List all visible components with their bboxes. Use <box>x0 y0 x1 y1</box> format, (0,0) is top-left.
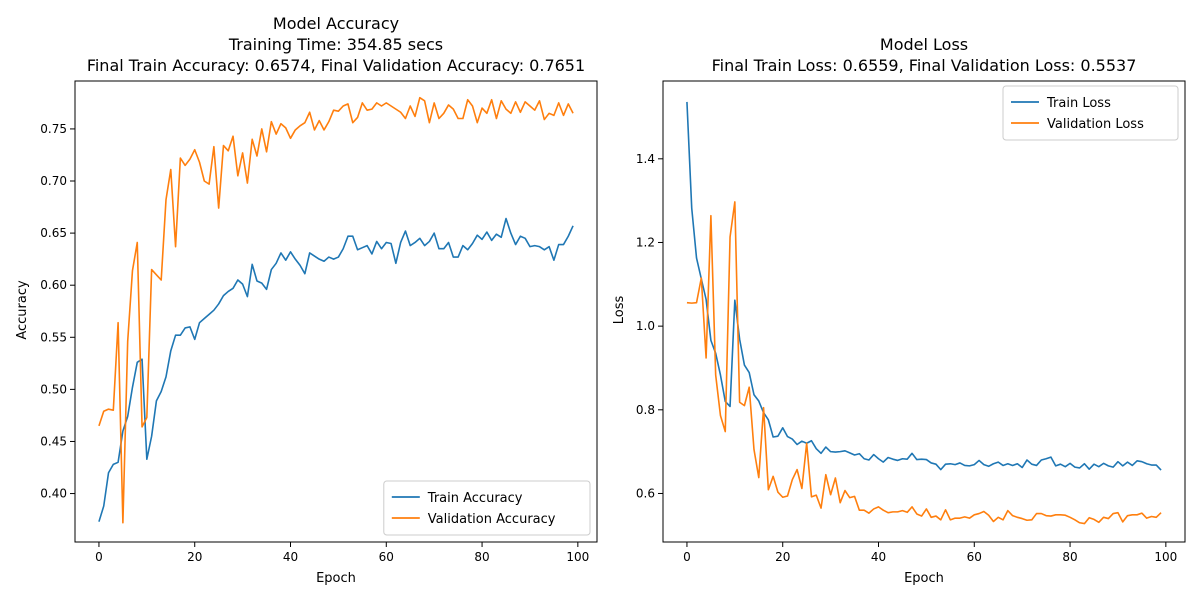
loss-y-tick-label: 1.4 <box>636 152 655 166</box>
accuracy-y-axis-label: Accuracy <box>15 280 30 340</box>
accuracy-plot-area: 0 20 40 60 80 100 0.40 0.45 0.50 0.55 0.60 0.65 0.70… <box>40 80 598 564</box>
loss-legend-label: Validation Loss <box>1047 117 1144 132</box>
loss-legend-box <box>1002 85 1179 141</box>
accuracy-chart: Model Accuracy Training Time: 354.85 sec… <box>15 14 598 586</box>
accuracy-legend: Train Accuracy Validation Accuracy <box>383 480 591 536</box>
loss-x-tick-label: 40 <box>871 550 886 564</box>
loss-y-tick-label: 1.2 <box>636 235 655 249</box>
loss-x-tick-label: 60 <box>967 550 982 564</box>
accuracy-legend-box <box>383 480 591 536</box>
accuracy-series-line-validation <box>98 96 574 524</box>
loss-x-tick-label: 20 <box>775 550 790 564</box>
loss-series-line-train <box>686 101 1162 471</box>
accuracy-x-tick-label: 60 <box>379 550 394 564</box>
accuracy-y-tick-label: 0.70 <box>40 174 67 188</box>
accuracy-y-tick-label: 0.50 <box>40 382 67 396</box>
loss-legend: Train Loss Validation Loss <box>1002 85 1179 141</box>
loss-x-tick-label: 100 <box>1154 550 1177 564</box>
loss-x-tick-label: 80 <box>1062 550 1077 564</box>
accuracy-y-tick-label: 0.40 <box>40 487 67 501</box>
loss-chart-title-line-2: Final Train Loss: 0.6559, Final Validati… <box>712 56 1137 75</box>
accuracy-y-tick-label: 0.45 <box>40 434 67 448</box>
accuracy-legend-label: Train Accuracy <box>427 491 523 506</box>
loss-x-axis-label: Epoch <box>904 571 944 586</box>
accuracy-chart-title-line-1: Model Accuracy <box>273 14 399 33</box>
accuracy-y-tick-label: 0.75 <box>40 122 67 136</box>
accuracy-axes-frame <box>74 80 598 543</box>
accuracy-series-line-train <box>98 217 574 522</box>
accuracy-chart-title-line-3: Final Train Accuracy: 0.6574, Final Vali… <box>87 56 585 75</box>
loss-series-line-validation <box>686 201 1162 525</box>
accuracy-x-tick-label: 0 <box>95 550 103 564</box>
accuracy-y-tick-label: 0.65 <box>40 226 67 240</box>
accuracy-legend-label: Validation Accuracy <box>428 512 556 527</box>
accuracy-x-tick-label: 40 <box>283 550 298 564</box>
loss-axes-frame <box>662 80 1186 543</box>
loss-chart: Model Loss Final Train Loss: 0.6559, Fin… <box>612 35 1186 586</box>
accuracy-y-tick-label: 0.60 <box>40 278 67 292</box>
loss-y-tick-label: 1.0 <box>636 319 655 333</box>
accuracy-x-axis-label: Epoch <box>316 571 356 586</box>
accuracy-x-tick-label: 100 <box>566 550 589 564</box>
loss-y-tick-label: 0.8 <box>636 403 655 417</box>
loss-chart-title-line-1: Model Loss <box>880 35 968 54</box>
accuracy-chart-title-line-2: Training Time: 354.85 secs <box>228 35 443 54</box>
accuracy-x-tick-label: 20 <box>187 550 202 564</box>
loss-plot-area: 0 20 40 60 80 100 0.6 0.8 1.0 1.2 1.4 Train Loss Val… <box>636 80 1186 564</box>
loss-legend-label: Train Loss <box>1046 96 1111 111</box>
accuracy-y-tick-label: 0.55 <box>40 330 67 344</box>
loss-y-tick-label: 0.6 <box>636 486 655 500</box>
loss-x-tick-label: 0 <box>683 550 691 564</box>
accuracy-x-tick-label: 80 <box>474 550 489 564</box>
loss-y-axis-label: Loss <box>612 296 627 325</box>
